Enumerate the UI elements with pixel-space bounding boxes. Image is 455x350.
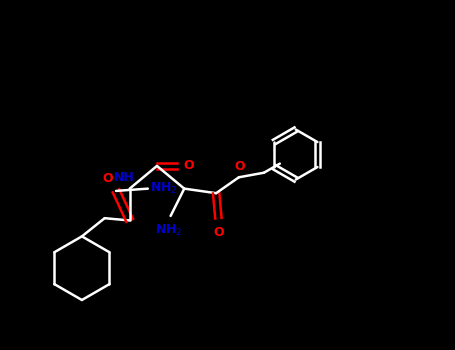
Text: NH$_2$: NH$_2$ (155, 223, 182, 238)
Text: NH: NH (114, 171, 135, 184)
Text: NH$_2$: NH$_2$ (150, 181, 177, 196)
Text: O: O (234, 160, 245, 173)
Text: O: O (213, 226, 224, 239)
Text: O: O (183, 159, 193, 173)
Text: O: O (102, 173, 113, 186)
